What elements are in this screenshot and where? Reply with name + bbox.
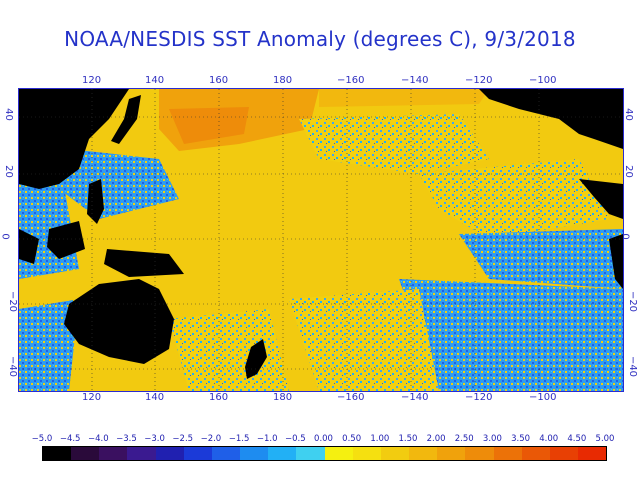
bottom-lon-label: −120 [465,392,493,403]
colorbar-tick-label: 2.00 [426,434,446,444]
north-america-landmass [479,89,623,149]
cool-south-east [399,279,623,391]
top-lon-label: 180 [273,75,293,86]
top-lon-label: 120 [82,75,102,86]
colorbar-tick-label: 1.00 [370,434,390,444]
colorbar-tick-label: −4.0 [87,434,109,444]
top-lon-label: 160 [209,75,229,86]
bottom-lon-label: 180 [273,392,293,403]
colorbar-swatch [211,447,241,460]
bottom-lon-label: 120 [82,392,102,403]
gridlines [19,89,623,391]
colorbar-swatch [127,447,156,460]
right-lat-label: −40 [627,355,639,378]
colorbar-tick-label: 4.50 [567,434,587,444]
colorbar-swatch [352,447,381,460]
colorbar-swatch [43,447,72,460]
bottom-lon-label: 140 [145,392,165,403]
colorbar-tick-label: 2.50 [454,434,474,444]
colorbar-swatch [99,447,128,460]
colorbar-swatch [577,447,607,460]
cool-east-north [419,159,609,239]
colorbar-tick-label: 3.00 [482,434,502,444]
colorbar-tick-label: 0.00 [314,434,333,444]
top-lon-label: −100 [529,75,557,86]
warm-band-north-east [319,89,489,107]
left-lat-label: −20 [7,290,19,313]
cool-band-north [299,114,489,174]
top-lon-label: −120 [465,75,493,86]
colorbar-tick-label: −1.5 [228,434,250,444]
cool-south-west [19,299,79,391]
philippines-landmass [87,179,104,224]
colorbar-tick-label: 3.50 [511,434,531,444]
colorbar-tick-label: 0.50 [342,434,362,444]
colorbar-swatch [324,447,353,460]
colorbar-swatch [71,447,100,460]
colorbar-swatch [380,447,410,460]
left-lat-label: 20 [2,165,14,178]
colorbar-swatch [155,447,184,460]
colorbar-tick-label: −2.0 [200,434,222,444]
bottom-lon-label: −140 [401,392,429,403]
south-america-landmass [609,234,623,289]
sst-anomaly-map [18,88,624,392]
left-lat-label: −40 [7,355,19,378]
colorbar [42,446,607,461]
new-zealand-landmass [245,339,267,379]
colorbar-swatch [493,447,522,460]
top-lon-label: 140 [145,75,165,86]
colorbar-swatch [183,447,212,460]
colorbar-tick-label: −3.5 [116,434,137,444]
warm-core-north-pacific [169,107,249,144]
map-svg [19,89,623,391]
japan-landmass [111,95,141,144]
colorbar-tick-label: 5.00 [595,434,615,444]
bottom-lon-label: 160 [209,392,229,403]
colorbar-swatch [296,447,325,460]
colorbar-tick-label: −2.5 [172,434,194,444]
colorbar-swatch [240,447,269,460]
bottom-lon-label: −100 [529,392,557,403]
colorbar-swatch [409,447,438,460]
colorbar-tick-label: −5.0 [31,434,53,444]
asia-landmass [19,89,129,189]
right-lat-label: 40 [622,108,634,121]
top-lon-label: −140 [401,75,429,86]
colorbar-swatch [521,447,550,460]
colorbar-tick-label: −1.0 [256,434,278,444]
new-guinea-landmass [104,249,184,277]
page-title: NOAA/NESDIS SST Anomaly (degrees C), 9/3… [64,27,576,51]
cool-tasman [169,309,289,391]
right-lat-label: −20 [627,290,639,313]
cool-equatorial-east [459,229,623,289]
left-lat-label: 0 [0,233,11,240]
colorbar-swatch [465,447,494,460]
colorbar-tick-label: −3.0 [144,434,165,444]
borneo-landmass [47,221,85,259]
top-lon-label: −160 [337,75,365,86]
colorbar-tick-label: −0.5 [285,434,306,444]
colorbar-swatch [268,447,297,460]
colorbar-tick-label: −4.5 [59,434,81,444]
right-lat-label: 20 [622,165,634,178]
central-america-landmass [579,179,623,219]
cool-south-central [289,289,439,391]
australia-landmass [64,279,174,364]
colorbar-swatch [437,447,466,460]
left-lat-label: 40 [2,108,14,121]
colorbar-swatch [549,447,578,460]
bottom-lon-label: −160 [337,392,365,403]
colorbar-tick-label: 4.00 [539,434,559,444]
colorbar-tick-label: 1.50 [398,434,418,444]
sumatra-landmass [19,229,39,264]
